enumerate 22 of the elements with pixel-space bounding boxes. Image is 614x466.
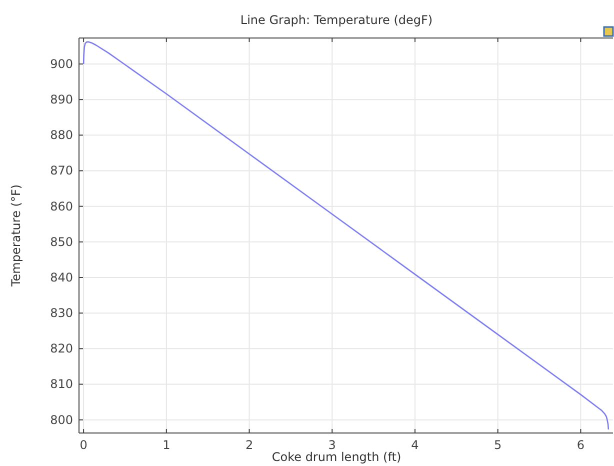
- y-tick-label: 850: [50, 234, 73, 249]
- y-tick-label: 890: [50, 92, 73, 107]
- x-tick-label: 0: [80, 438, 88, 452]
- y-tick-label: 870: [50, 164, 73, 178]
- y-tick-label: 820: [50, 342, 73, 356]
- x-tick-label: 3: [328, 438, 336, 452]
- x-tick-label: 1: [162, 438, 170, 452]
- x-axis-title: Coke drum length (ft): [272, 450, 402, 464]
- x-tick-label: 6: [576, 438, 585, 452]
- y-tick-label: 880: [50, 128, 73, 142]
- x-tick-label: 5: [494, 438, 502, 452]
- y-tick-label: 900: [50, 56, 73, 71]
- x-tick-label: 2: [245, 438, 254, 452]
- y-tick-label: 800: [50, 412, 73, 427]
- y-axis-title: Temperature (°F): [9, 184, 23, 288]
- chart-title: Line Graph: Temperature (degF): [240, 13, 433, 27]
- line-series: [82, 41, 610, 430]
- y-tick-label: 840: [50, 270, 73, 284]
- y-tick-label: 830: [50, 306, 73, 320]
- x-tick-label: 4: [411, 438, 419, 452]
- y-tick-label: 860: [50, 199, 73, 214]
- y-tick-label: 810: [50, 377, 73, 392]
